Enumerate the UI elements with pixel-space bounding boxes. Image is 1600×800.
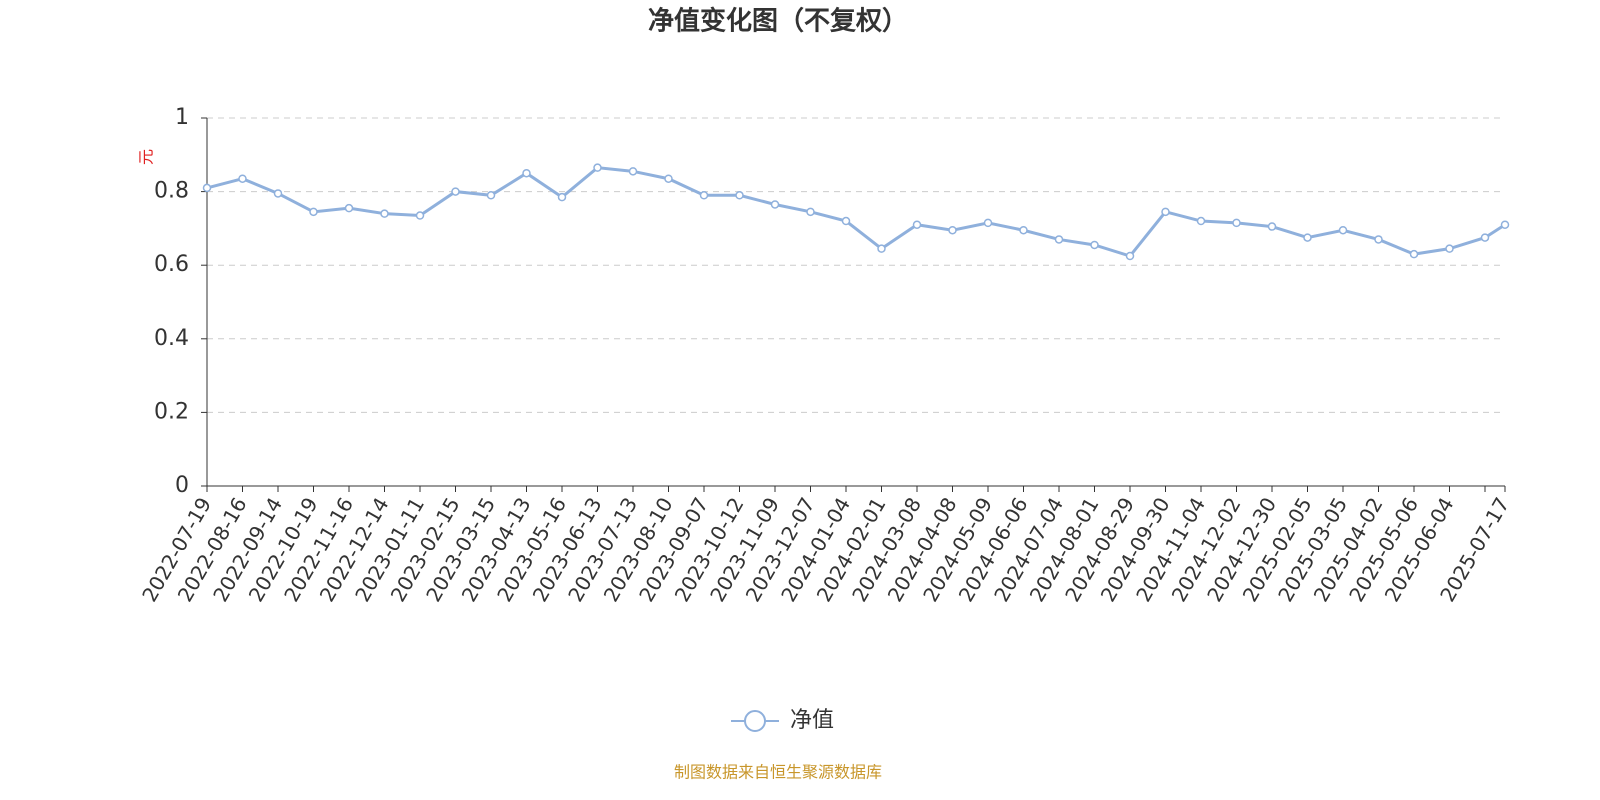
y-tick-label: 0.4 (154, 326, 189, 351)
legend-marker (744, 710, 766, 732)
point (770, 200, 780, 209)
point (1196, 216, 1206, 226)
line-series (206, 166, 1506, 258)
point (309, 207, 318, 217)
point (1232, 218, 1241, 228)
point (1445, 244, 1454, 253)
point (273, 189, 283, 198)
point (628, 167, 638, 176)
point (1125, 251, 1135, 261)
point (557, 192, 567, 202)
point (593, 163, 602, 172)
point (1303, 233, 1312, 242)
point (1019, 225, 1028, 235)
point (735, 191, 744, 200)
point (948, 225, 957, 235)
point (664, 174, 673, 183)
point (1267, 222, 1277, 231)
point (522, 168, 531, 178)
point (1480, 233, 1490, 242)
point (1054, 235, 1064, 244)
y-tick-label: 0 (175, 473, 189, 498)
point (841, 216, 851, 226)
point (238, 174, 247, 183)
point (1161, 207, 1170, 217)
point (415, 211, 425, 220)
y-axis-label: 元 (137, 149, 156, 165)
point (344, 203, 354, 213)
legend-label: 净值 (790, 708, 834, 733)
point (1500, 220, 1510, 229)
point (983, 218, 993, 228)
point (1090, 240, 1099, 250)
point (380, 209, 389, 218)
point (806, 207, 815, 217)
y-tick-label: 0.6 (154, 252, 189, 277)
point (1338, 225, 1348, 235)
point (202, 183, 212, 193)
y-tick-label: 0.8 (154, 179, 189, 204)
point (699, 191, 709, 200)
y-tick-label: 1 (175, 105, 189, 130)
chart-title: 净值变化图（不复权） (648, 6, 908, 37)
point (877, 244, 886, 253)
point (1409, 249, 1419, 259)
point (486, 191, 496, 200)
point (1374, 235, 1383, 244)
point (451, 187, 460, 196)
point (912, 220, 922, 229)
y-tick-label: 0.2 (154, 399, 189, 424)
footer: 制图数据来自恒生聚源数据库 (674, 763, 882, 782)
